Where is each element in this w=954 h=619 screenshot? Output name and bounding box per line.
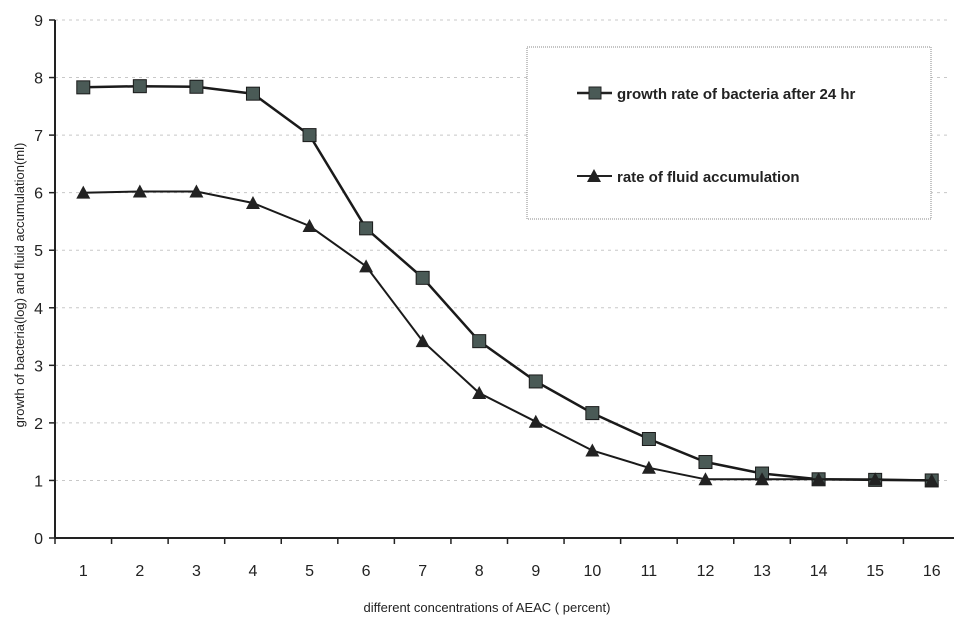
x-tick-label-3: 3 xyxy=(192,563,201,580)
x-tick-label-1: 1 xyxy=(79,563,88,580)
y-axis-title: growth of bacteria(log) and fluid accumu… xyxy=(12,143,27,428)
y-tick-label-2: 2 xyxy=(34,416,43,433)
series-line-0 xyxy=(83,84,932,482)
y-tick-label-1: 1 xyxy=(34,473,43,490)
legend-entry-growth: growth rate of bacteria after 24 hr xyxy=(577,86,856,103)
point-fluid-8 xyxy=(472,385,487,399)
point-fluid-5 xyxy=(302,219,317,233)
point-growth-8 xyxy=(472,334,487,349)
y-tick-label-8: 8 xyxy=(34,71,43,88)
x-tick-label-6: 6 xyxy=(362,563,371,580)
point-fluid-3 xyxy=(189,184,204,198)
x-axis-title: different concentrations of AEAC ( perce… xyxy=(364,600,611,615)
point-growth-7 xyxy=(415,270,430,285)
point-fluid-7 xyxy=(415,334,430,348)
point-growth-1 xyxy=(76,80,91,95)
point-growth-11 xyxy=(641,432,656,447)
legend-label-growth: growth rate of bacteria after 24 hr xyxy=(617,86,856,103)
x-tick-label-15: 15 xyxy=(866,563,884,580)
point-fluid-10 xyxy=(585,443,600,457)
x-tick-label-7: 7 xyxy=(418,563,427,580)
legend-label-fluid: rate of fluid accumulation xyxy=(617,169,800,186)
y-tick-label-6: 6 xyxy=(34,186,43,203)
legend-entry-fluid: rate of fluid accumulation xyxy=(577,169,800,186)
y-tick-label-4: 4 xyxy=(34,301,43,318)
x-tick-label-9: 9 xyxy=(531,563,540,580)
legend-box xyxy=(526,46,932,220)
x-tick-label-5: 5 xyxy=(305,563,314,580)
series-layer xyxy=(76,79,939,488)
axes xyxy=(49,19,954,544)
x-tick-label-11: 11 xyxy=(641,563,658,580)
legend: growth rate of bacteria after 24 hr rate… xyxy=(526,46,932,220)
x-tick-label-4: 4 xyxy=(249,563,258,580)
point-growth-3 xyxy=(189,79,204,94)
point-fluid-16 xyxy=(924,473,939,487)
y-tick-label-5: 5 xyxy=(34,243,43,260)
x-tick-label-13: 13 xyxy=(753,563,771,580)
point-growth-9 xyxy=(528,374,543,389)
point-fluid-9 xyxy=(528,414,543,428)
y-tick-label-9: 9 xyxy=(34,13,43,30)
point-fluid-13 xyxy=(755,472,770,486)
point-growth-5 xyxy=(302,128,317,143)
point-growth-2 xyxy=(132,79,147,94)
y-tick-label-7: 7 xyxy=(34,128,43,145)
legend-square-marker xyxy=(588,86,602,100)
point-fluid-14 xyxy=(811,472,826,486)
point-fluid-15 xyxy=(868,472,883,486)
point-fluid-2 xyxy=(132,184,147,198)
x-tick-label-10: 10 xyxy=(583,563,601,580)
point-growth-10 xyxy=(585,406,600,421)
legend-triangle-marker xyxy=(587,169,601,182)
x-tick-label-12: 12 xyxy=(697,563,715,580)
point-fluid-11 xyxy=(641,460,656,474)
x-tick-label-2: 2 xyxy=(135,563,144,580)
point-growth-4 xyxy=(245,86,260,101)
y-tick-label-0: 0 xyxy=(34,531,43,548)
point-fluid-12 xyxy=(698,472,713,486)
point-growth-6 xyxy=(359,221,374,236)
point-fluid-4 xyxy=(245,196,260,210)
x-tick-label-8: 8 xyxy=(475,563,484,580)
series-line-1 xyxy=(83,190,932,482)
x-tick-label-16: 16 xyxy=(923,563,941,580)
y-tick-label-3: 3 xyxy=(34,358,43,375)
x-tick-label-14: 14 xyxy=(810,563,828,580)
point-fluid-6 xyxy=(359,259,374,273)
point-growth-12 xyxy=(698,455,713,470)
point-fluid-1 xyxy=(76,185,91,199)
